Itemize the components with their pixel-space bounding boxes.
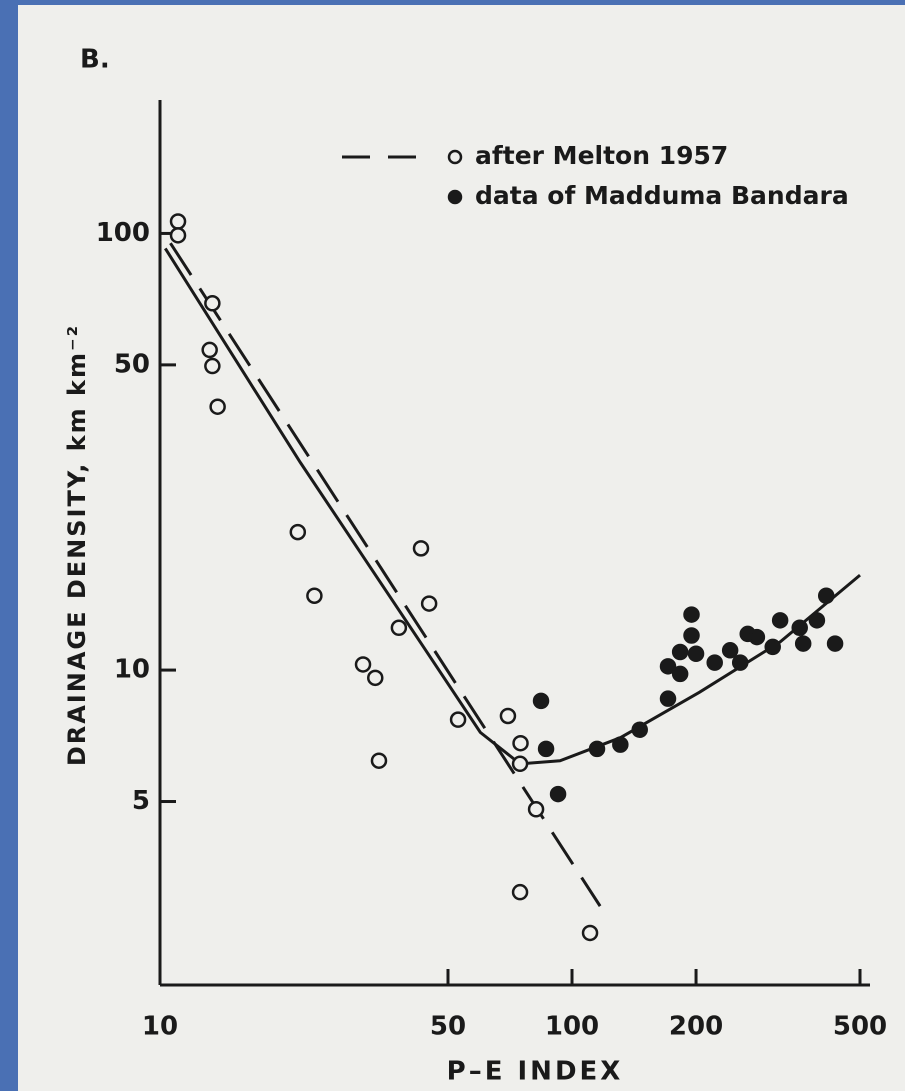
paper [18,5,905,1091]
x-axis-label: P–E INDEX [447,1057,624,1087]
data-point [512,734,529,752]
data-point [499,707,517,725]
data-point [306,587,323,604]
data-point [683,627,700,644]
data-point [204,295,221,312]
data-point [532,692,550,710]
data-point [588,740,606,758]
data-point [721,642,739,659]
data-point [771,612,789,629]
y-axis-label: DRAINAGE DENSITY, km km⁻² [63,324,91,766]
data-point [706,654,723,671]
data-point [412,540,430,557]
data-point [817,587,835,604]
x-tick-label: 500 [833,1012,887,1042]
data-point [764,638,781,656]
legend-marker [447,189,463,205]
data-point [687,645,705,662]
legend-marker [447,149,463,165]
data-point [659,658,677,675]
data-point [449,711,467,728]
data-point [169,213,187,230]
data-point [204,357,221,375]
data-point [581,924,599,942]
y-tick-label: 10 [114,655,150,685]
data-point [683,606,700,623]
data-point [367,669,384,687]
data-point [420,595,438,612]
data-point [808,612,826,629]
data-point [537,740,555,758]
x-tick-label: 200 [669,1012,723,1042]
y-tick-label: 5 [132,786,150,816]
data-point [209,398,226,415]
panel-label: B. [80,45,110,75]
data-point [549,785,567,803]
data-point [826,635,844,652]
data-point [731,654,749,671]
data-point [748,628,766,646]
data-point [791,619,808,637]
data-point [612,736,629,753]
data-point [511,883,529,901]
fit-line [169,242,602,907]
data-point [527,801,545,818]
legend-label: after Melton 1957 [475,141,728,170]
x-tick-label: 50 [430,1012,466,1042]
data-point [511,755,529,773]
data-point [631,721,648,739]
data-point [289,523,307,541]
y-tick-label: 100 [96,218,150,248]
data-point [201,341,218,359]
data-point [659,690,677,707]
data-point [390,619,408,637]
data-point [169,227,187,244]
y-tick-label: 50 [114,349,150,379]
data-point [354,656,372,673]
data-point [671,665,689,683]
data-point [794,635,812,652]
data-point [370,752,388,769]
x-tick-label: 10 [142,1012,178,1042]
data-point [671,643,689,661]
legend-label: data of Madduma Bandara [475,181,849,210]
x-tick-label: 100 [545,1012,599,1042]
